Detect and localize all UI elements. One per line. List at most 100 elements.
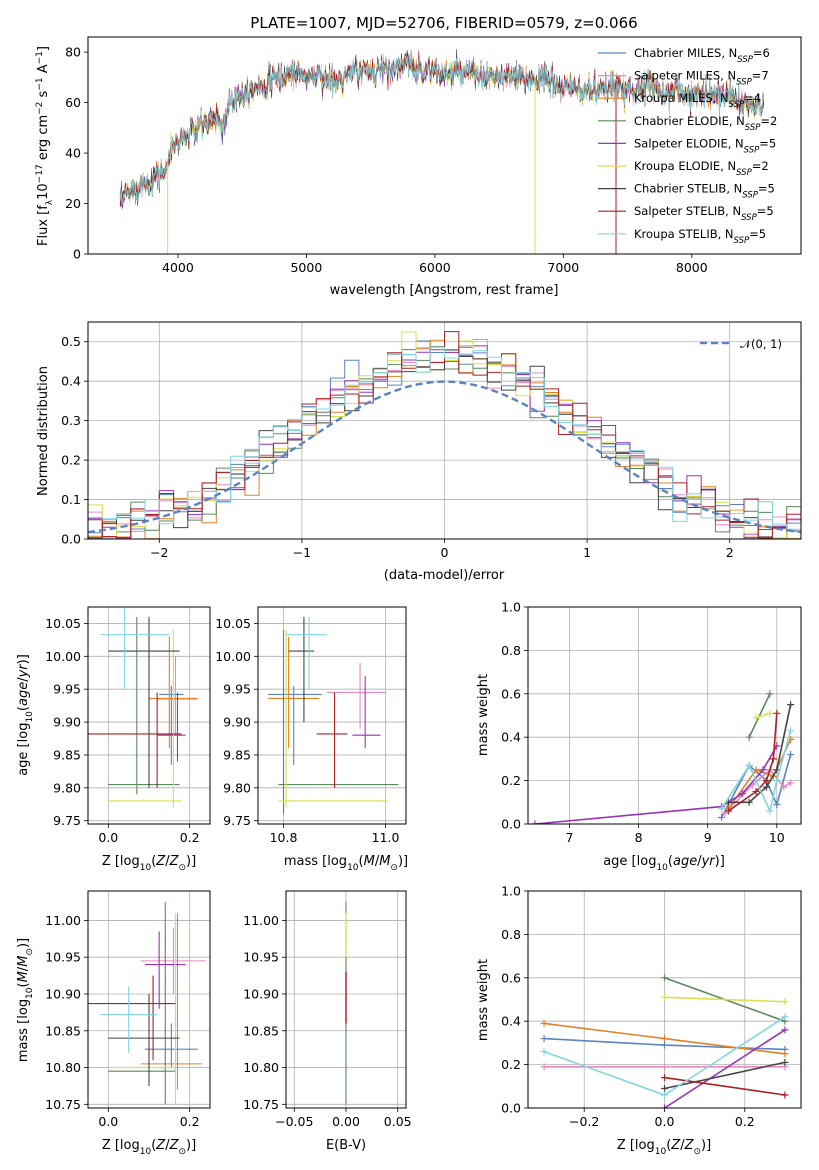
age_vs_Z-frame bbox=[87, 606, 211, 825]
label-part: Flux [f bbox=[36, 205, 51, 246]
y-tick-label: 0.8 bbox=[501, 643, 521, 658]
legend-text: =5 bbox=[749, 227, 766, 241]
y-tick-label: 0.4 bbox=[501, 1014, 521, 1029]
weight-marker bbox=[787, 727, 795, 735]
weight-marker bbox=[752, 787, 760, 795]
label-part: / bbox=[375, 854, 380, 869]
weight-marker bbox=[724, 807, 732, 815]
label-part: ( bbox=[151, 854, 156, 869]
y-tick-label: 0.2 bbox=[61, 453, 81, 468]
y-tick-label: 9.90 bbox=[223, 715, 251, 730]
label-part: −1 bbox=[35, 77, 45, 90]
label-part: )] bbox=[16, 938, 31, 948]
label-part: 10 bbox=[140, 863, 152, 873]
x-tick-label: 5000 bbox=[290, 260, 322, 275]
label-part: Z [log bbox=[102, 1138, 140, 1153]
x-tick-label: −0.05 bbox=[275, 1114, 313, 1129]
label-part: ⊙ bbox=[178, 863, 186, 873]
legend-entry: Chabrier ELODIE, NSSP=2 bbox=[634, 114, 777, 133]
legend-text: =5 bbox=[759, 136, 776, 150]
weight-marker bbox=[787, 701, 795, 709]
weight-marker bbox=[738, 790, 746, 798]
legend-text: =6 bbox=[753, 46, 770, 60]
weight-marker bbox=[759, 766, 767, 774]
weight-line bbox=[748, 693, 771, 738]
weight-line bbox=[727, 713, 778, 812]
legend-sub: SSP bbox=[742, 191, 758, 201]
label-part: 10 bbox=[347, 863, 359, 873]
residual-plot-area bbox=[88, 331, 801, 539]
y-tick-label: 9.80 bbox=[223, 780, 251, 795]
legend-sub: SSP bbox=[736, 168, 752, 178]
weight-marker bbox=[752, 714, 760, 722]
label-part: M bbox=[379, 854, 390, 869]
legend-entry: Kroupa ELODIE, NSSP=2 bbox=[634, 159, 769, 178]
normal-curve bbox=[88, 380, 801, 534]
label-part: Z [log bbox=[102, 854, 140, 869]
weight-line bbox=[664, 996, 785, 1003]
x-tick-label: 0.2 bbox=[180, 1114, 200, 1129]
weight-vs-z-y-label: mass weight bbox=[476, 959, 491, 1041]
legend-sub: SSP bbox=[744, 145, 760, 155]
weight-marker bbox=[745, 761, 753, 769]
x-tick-label: 4000 bbox=[162, 260, 194, 275]
y-tick-label: 10.00 bbox=[45, 649, 81, 664]
weight-marker bbox=[781, 1013, 789, 1021]
legend-text: =2 bbox=[752, 159, 769, 173]
weight-marker bbox=[762, 783, 770, 791]
label-part: ( bbox=[359, 854, 364, 869]
y-tick-label: 60 bbox=[65, 95, 81, 110]
label-part: ⊙ bbox=[25, 948, 35, 956]
weight-marker bbox=[781, 1058, 789, 1066]
label-part: mass [log bbox=[284, 854, 347, 869]
x-tick-label: 10 bbox=[769, 830, 785, 845]
weight-marker bbox=[773, 800, 781, 808]
label-part: M bbox=[16, 956, 31, 967]
y-tick-label: 0.5 bbox=[61, 334, 81, 349]
label-part: ⊙ bbox=[390, 863, 398, 873]
label-part: λ bbox=[45, 199, 55, 205]
age-vs-z-y-label: age [log10(age/yr)] bbox=[16, 654, 35, 776]
legend-text: =2 bbox=[760, 114, 777, 128]
x-tick-label: 0.0 bbox=[98, 830, 118, 845]
weight-marker bbox=[540, 1048, 548, 1056]
legend-sub: SSP bbox=[741, 213, 757, 223]
x-tick-label: 6000 bbox=[419, 260, 451, 275]
weight-marker bbox=[769, 755, 777, 763]
label-part: erg cm bbox=[36, 115, 51, 164]
label-part: ( bbox=[666, 1138, 671, 1153]
label-part: Z bbox=[155, 1138, 166, 1153]
y-tick-label: 11.00 bbox=[45, 913, 81, 928]
y-tick-label: 0.2 bbox=[501, 1057, 521, 1072]
x-tick-label: 9 bbox=[704, 830, 712, 845]
weight-line bbox=[534, 745, 778, 824]
weight-line bbox=[664, 1029, 786, 1108]
weight_vs_age-frame bbox=[527, 606, 802, 825]
label-part: −17 bbox=[35, 164, 45, 183]
label-part: ( bbox=[668, 854, 673, 869]
weight-line bbox=[755, 712, 771, 719]
legend-text: =5 bbox=[758, 182, 775, 196]
y-tick-label: 10.90 bbox=[45, 986, 81, 1001]
weight-marker bbox=[762, 777, 770, 785]
label-part: Z [log bbox=[617, 1138, 655, 1153]
weight-vs-age-x-label: age [log10(age/yr)] bbox=[603, 854, 725, 873]
y-tick-label: 20 bbox=[65, 196, 81, 211]
y-tick-label: 1.0 bbox=[501, 884, 521, 899]
x-tick-label: 0.00 bbox=[332, 1114, 360, 1129]
mass_vs_Z-frame bbox=[87, 890, 211, 1109]
weight-marker bbox=[745, 798, 753, 806]
weight-marker bbox=[766, 807, 774, 815]
x-tick-label: 0.0 bbox=[655, 1114, 675, 1129]
legend-entry: Kroupa STELIB, NSSP=5 bbox=[634, 227, 766, 246]
y-tick-label: 0.4 bbox=[501, 730, 521, 745]
y-tick-label: 10.75 bbox=[45, 1097, 81, 1112]
weight-marker bbox=[766, 690, 774, 698]
legend-entry: Chabrier MILES, NSSP=6 bbox=[634, 46, 770, 65]
label-part: 10 bbox=[25, 711, 35, 723]
weight-marker bbox=[661, 1091, 668, 1099]
label-part: 10 bbox=[655, 1147, 667, 1157]
weight-marker bbox=[661, 1041, 668, 1049]
spectrum-plot-area bbox=[119, 48, 764, 254]
